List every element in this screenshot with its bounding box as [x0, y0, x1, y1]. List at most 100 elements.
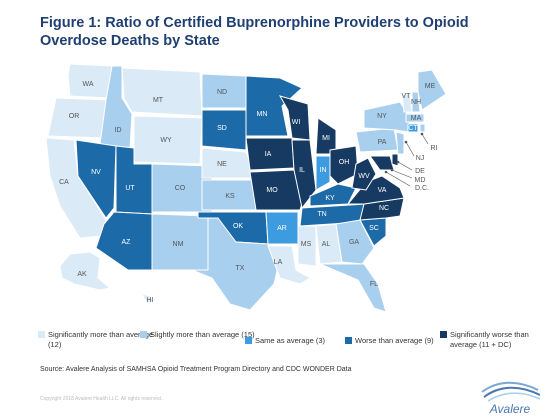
callout-dot-MD	[390, 168, 394, 172]
state-NH[interactable]	[411, 91, 421, 113]
state-label-CO: CO	[175, 185, 186, 192]
legend-swatch-same	[245, 337, 252, 344]
state-label-DE: DE	[415, 168, 425, 175]
state-CT[interactable]	[407, 123, 419, 133]
state-LA[interactable]	[267, 245, 311, 285]
logo-wave-icon	[481, 381, 541, 402]
state-label-IN: IN	[320, 167, 327, 174]
state-label-NE: NE	[217, 161, 227, 168]
state-label-MO: MO	[266, 187, 278, 194]
state-TX[interactable]	[191, 217, 281, 311]
us-map: WA OR CA ID NV MT WY UT AZ CO NM ND SD N…	[45, 63, 447, 313]
state-NV[interactable]	[75, 139, 117, 219]
state-label-MA: MA	[411, 115, 422, 122]
state-label-RI: RI	[431, 145, 438, 152]
state-MN[interactable]	[245, 75, 303, 137]
copyright-note: Copyright 2018 Avalere Health LLC. All r…	[40, 396, 163, 402]
state-label-NM: NM	[173, 241, 184, 248]
state-GA[interactable]	[335, 219, 375, 265]
state-label-AZ: AZ	[122, 239, 132, 246]
state-AK[interactable]	[59, 251, 112, 291]
state-MT[interactable]	[121, 67, 203, 117]
state-label-WA: WA	[82, 81, 93, 88]
state-label-AR: AR	[277, 225, 287, 232]
state-label-MT: MT	[153, 97, 164, 104]
state-label-MI: MI	[322, 135, 330, 142]
state-label-TN: TN	[317, 211, 326, 218]
state-label-KY: KY	[325, 195, 335, 202]
state-label-GA: GA	[349, 239, 359, 246]
state-MA[interactable]	[405, 113, 425, 123]
state-label-AL: AL	[322, 241, 331, 248]
state-label-DC: D.C.	[415, 185, 429, 192]
state-label-HI: HI	[147, 297, 154, 304]
state-label-UT: UT	[125, 185, 135, 192]
state-MS[interactable]	[297, 225, 317, 267]
state-label-OK: OK	[233, 223, 243, 230]
state-label-WY: WY	[160, 137, 172, 144]
state-OH[interactable]	[329, 145, 359, 185]
source-note: Source: Avalere Analysis of SAMHSA Opioi…	[40, 366, 352, 373]
state-label-VA: VA	[378, 187, 387, 194]
state-label-ID: ID	[115, 127, 122, 134]
state-label-PA: PA	[378, 139, 387, 146]
legend-label-slight-more: Slightly more than average (15)	[150, 330, 255, 339]
logo-text: Avalere	[489, 402, 531, 416]
state-label-CA: CA	[59, 179, 69, 186]
state-DE[interactable]	[391, 153, 399, 167]
state-label-NY: NY	[377, 113, 387, 120]
state-label-IL: IL	[299, 167, 305, 174]
state-label-SC: SC	[369, 225, 379, 232]
avalere-logo: Avalere	[470, 372, 550, 416]
state-label-MS: MS	[301, 241, 312, 248]
legend-label-sig-more: Significantly more than average (12)	[48, 330, 154, 349]
state-FL[interactable]	[319, 263, 387, 313]
state-label-WV: WV	[358, 173, 370, 180]
legend-label-worse: Worse than average (9)	[355, 336, 434, 345]
callout-line-NJ	[405, 141, 415, 157]
state-RI[interactable]	[419, 123, 426, 133]
state-label-AK: AK	[77, 271, 87, 278]
callout-line-DC	[385, 171, 411, 187]
state-label-NV: NV	[91, 169, 101, 176]
state-KY[interactable]	[309, 183, 357, 207]
callout-line-DE	[397, 161, 413, 171]
state-label-ME: ME	[425, 83, 436, 90]
state-label-LA: LA	[274, 259, 283, 266]
state-label-OH: OH	[339, 159, 350, 166]
state-label-NH: NH	[411, 99, 421, 106]
state-label-IA: IA	[265, 151, 272, 158]
state-label-ND: ND	[217, 89, 227, 96]
state-ME[interactable]	[417, 69, 447, 111]
state-label-NJ: NJ	[416, 155, 425, 162]
legend-label-same: Same as average (3)	[255, 336, 326, 345]
legend-swatch-worse	[345, 337, 352, 344]
state-label-MD: MD	[415, 177, 426, 184]
state-label-MN: MN	[257, 111, 268, 118]
state-label-VT: VT	[402, 93, 412, 100]
state-NJ[interactable]	[395, 131, 405, 155]
state-label-NC: NC	[379, 205, 389, 212]
state-label-TX: TX	[236, 265, 245, 272]
state-label-OR: OR	[69, 113, 80, 120]
legend-label-sig-worse: Significantly worse than average (11 + D…	[450, 330, 529, 349]
state-label-KS: KS	[225, 193, 235, 200]
state-WY[interactable]	[133, 115, 203, 165]
state-label-SD: SD	[217, 125, 227, 132]
state-WV[interactable]	[351, 157, 377, 191]
state-HI[interactable]	[141, 293, 155, 303]
state-label-FL: FL	[370, 281, 378, 288]
state-SD[interactable]	[201, 109, 247, 151]
state-label-CT: CT	[408, 125, 418, 132]
state-label-WI: WI	[292, 119, 301, 126]
legend-swatch-sig-more	[38, 331, 45, 338]
state-WI[interactable]	[278, 95, 311, 141]
callout-line-MD	[391, 169, 413, 179]
state-IN[interactable]	[315, 155, 331, 191]
legend-swatch-slight-more	[140, 331, 147, 338]
state-WA[interactable]	[67, 63, 113, 99]
callout-line-RI	[421, 133, 429, 145]
state-MD[interactable]	[369, 155, 395, 171]
legend-swatch-sig-worse	[440, 331, 447, 338]
state-IL[interactable]	[291, 139, 317, 210]
